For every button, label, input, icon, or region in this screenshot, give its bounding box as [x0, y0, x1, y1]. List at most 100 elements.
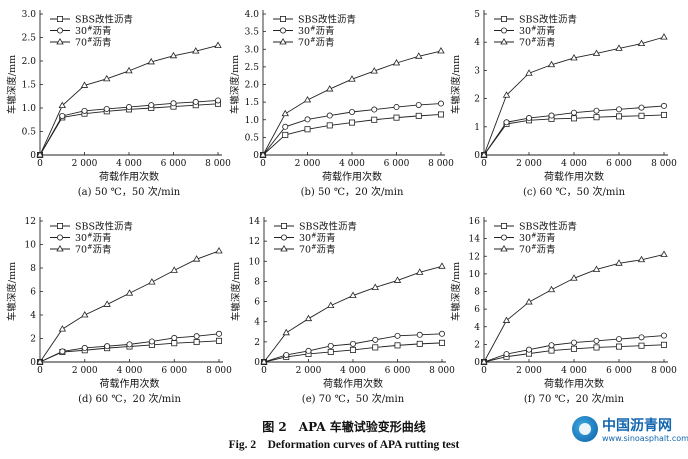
x-tick-label: 8 000	[429, 366, 455, 376]
y-tick-label: 6	[30, 288, 36, 298]
data-point-triangle	[570, 53, 578, 61]
y-tick-label: 0.5	[22, 128, 37, 138]
data-point-circle	[372, 336, 379, 343]
legend-label: SBS改性沥青	[75, 14, 133, 26]
y-tick-label: 1.5	[22, 81, 37, 91]
data-point-circle	[283, 351, 290, 358]
data-point-triangle	[660, 33, 668, 40]
x-tick-label: 2 000	[516, 366, 542, 376]
data-point-triangle	[615, 44, 623, 51]
legend-label: 30#沥青	[519, 232, 556, 245]
data-point-circle	[305, 347, 312, 354]
data-point-triangle	[36, 357, 44, 365]
data-point-square	[393, 114, 400, 121]
y-tick-label: 8	[474, 288, 480, 298]
y-tick-label: 2	[30, 335, 36, 345]
y-tick-label: 0	[30, 358, 36, 368]
data-point-triangle	[170, 266, 178, 273]
data-point-circle	[638, 334, 645, 341]
data-point-circle	[437, 100, 444, 107]
y-tick-label: 6	[254, 298, 260, 308]
watermark: 中国沥青网 www.sinoasphalt.com	[572, 414, 688, 454]
data-point-circle	[548, 342, 555, 349]
data-point-square	[348, 119, 355, 126]
series-line-triangle	[39, 45, 219, 156]
data-point-circle	[59, 348, 66, 355]
data-point-triangle	[480, 357, 488, 365]
data-point-triangle	[215, 246, 223, 254]
data-point-triangle	[169, 51, 178, 59]
legend-label: SBS改性沥青	[519, 14, 577, 26]
x-tick-label: 8 000	[651, 159, 677, 169]
data-point-triangle	[393, 276, 402, 283]
data-point-circle	[616, 336, 623, 343]
legend-marker-circle	[279, 27, 286, 34]
data-point-circle	[148, 102, 155, 109]
y-tick-label: 12	[469, 252, 480, 262]
panel-label: (a) 50 ℃，50 次/min	[78, 185, 181, 198]
data-point-circle	[371, 106, 378, 113]
data-point-square	[593, 344, 600, 351]
legend-marker-circle	[500, 27, 507, 34]
data-point-triangle	[58, 101, 66, 109]
x-tick-label: 0	[260, 159, 266, 169]
legend-label: 70#沥青	[299, 243, 336, 256]
x-tick-label: 6 000	[606, 159, 632, 169]
data-point-triangle	[349, 291, 357, 298]
data-point-circle	[171, 334, 178, 341]
data-point-square	[304, 126, 311, 133]
x-axis-label: 荷载作用次数	[544, 170, 604, 183]
y-tick-label: 2.5	[22, 34, 37, 44]
legend-marker-square	[500, 15, 507, 22]
legend-marker-triangle	[500, 244, 508, 252]
data-point-circle	[571, 109, 578, 116]
data-point-triangle	[125, 289, 134, 296]
panel-label: (c) 60 ℃，50 次/min	[523, 185, 626, 198]
chart-panel-3: 0 2 000 4 000 6 000 8 000 0 1 2 3 4 5 荷载作用次数 车辙深度/mm…	[450, 10, 677, 198]
y-tick-label: 1.5	[245, 98, 260, 108]
data-point-triangle	[260, 357, 268, 365]
legend-marker-circle	[280, 234, 287, 241]
data-point-circle	[327, 342, 334, 349]
legend-marker-triangle	[279, 37, 287, 45]
figure-caption-cn: 图 2 APA 车辙试验变形曲线	[262, 420, 426, 434]
data-point-circle	[661, 332, 668, 339]
data-point-square	[326, 122, 333, 129]
y-tick-label: 12	[25, 217, 36, 227]
legend-marker-square	[57, 15, 64, 22]
data-point-square	[171, 340, 178, 347]
x-tick-label: 2 000	[72, 366, 98, 376]
x-tick-label: 0	[481, 366, 487, 376]
y-tick-label: 0	[474, 358, 480, 368]
data-point-circle	[193, 333, 200, 340]
panel-label: (f) 70 ℃，20 次/min	[524, 392, 625, 405]
y-tick-label: 5	[474, 10, 480, 20]
y-tick-label: 4	[254, 318, 260, 328]
chart-panel-4: 0 2 000 4 000 6 000 8 000 0 2 4 6 8 10 12 荷载作用次数 车辙深度…	[6, 217, 232, 405]
data-point-square	[616, 113, 623, 120]
x-tick-label: 4 000	[561, 159, 587, 169]
y-tick-label: 0.5	[245, 133, 260, 143]
data-point-triangle	[327, 301, 335, 309]
data-point-triangle	[547, 60, 556, 68]
data-point-square	[193, 339, 200, 346]
data-point-circle	[126, 104, 133, 111]
y-tick-label: 4	[30, 311, 36, 321]
y-tick-label: 14	[249, 217, 261, 227]
y-tick-label: 3	[474, 66, 480, 76]
y-tick-label: 6	[474, 305, 480, 315]
legend-label: 70#沥青	[298, 36, 335, 49]
y-tick-label: 10	[469, 270, 481, 280]
data-point-circle	[170, 100, 177, 107]
x-tick-label: 2 000	[296, 366, 322, 376]
data-point-square	[349, 346, 356, 353]
legend-marker-square	[500, 222, 507, 229]
legend-marker-triangle	[500, 37, 508, 45]
x-tick-label: 2 000	[295, 159, 321, 169]
y-tick-label: 1.0	[245, 116, 260, 126]
data-point-circle	[326, 112, 333, 119]
data-point-square	[416, 340, 423, 347]
data-point-square	[638, 112, 645, 119]
x-tick-label: 8 000	[651, 366, 677, 376]
